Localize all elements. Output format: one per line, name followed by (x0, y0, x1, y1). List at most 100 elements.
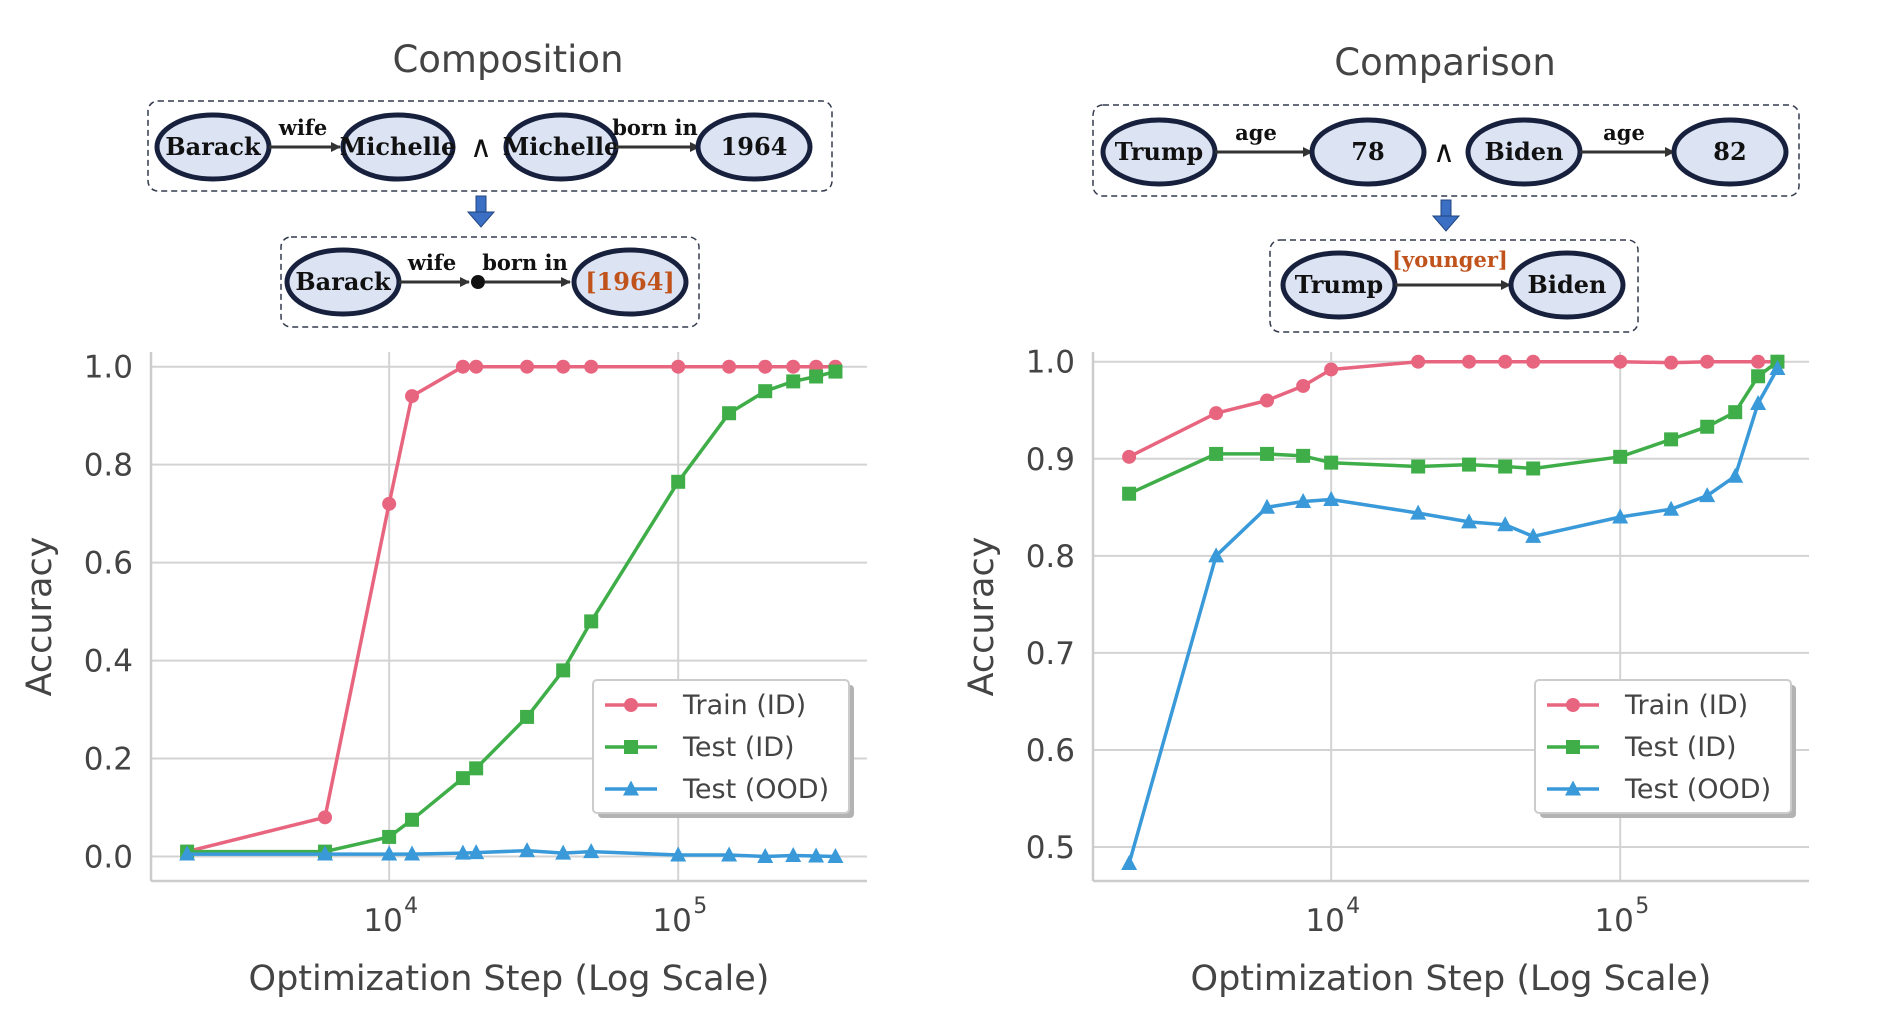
data-point (721, 846, 738, 862)
data-point (1323, 491, 1340, 507)
data-point (404, 845, 421, 861)
data-point (670, 846, 687, 862)
data-point (1525, 527, 1542, 543)
y-tick-label: 0.8 (1026, 539, 1075, 575)
series-line (1128, 360, 1779, 496)
data-point (1296, 448, 1311, 463)
series-test-ood (1121, 360, 1786, 871)
data-point (1260, 393, 1275, 408)
node-barack-label: Barack (165, 132, 262, 161)
edge-younger-label: [younger] (1392, 247, 1508, 272)
data-point (556, 663, 571, 678)
data-point (584, 614, 599, 629)
y-axis-label: Accuracy (20, 537, 60, 697)
data-point (454, 844, 471, 860)
x-tick-exponent: 5 (1635, 894, 1649, 919)
y-tick-label: 0.7 (1026, 636, 1075, 672)
down-arrow-icon (466, 195, 496, 228)
data-point (1208, 547, 1225, 563)
data-point (1700, 354, 1715, 369)
data-point (1121, 855, 1138, 871)
conjunction-symbol-2: ∧ (1433, 135, 1455, 170)
data-point (1296, 378, 1311, 393)
data-point (556, 359, 571, 374)
data-point (758, 359, 773, 374)
comparison-top-box (1092, 104, 1800, 197)
data-point (405, 389, 420, 404)
legend-label: Train (ID) (1624, 690, 1748, 721)
legend-box (1534, 679, 1792, 814)
edge-age-1-label: age (1235, 120, 1277, 145)
node-trump-2-label: Trump (1295, 270, 1383, 299)
data-point (722, 406, 737, 421)
data-point (809, 369, 824, 384)
edge-born-in-2-label: born in (482, 250, 568, 275)
data-point (1526, 461, 1541, 476)
data-point (786, 359, 801, 374)
x-tick-label: 10 (363, 903, 402, 939)
data-point (405, 812, 420, 827)
data-point (828, 364, 843, 379)
data-point (381, 845, 398, 861)
data-point (1411, 354, 1426, 369)
x-tick-exponent: 5 (693, 894, 707, 919)
node-82-label: 82 (1713, 137, 1746, 166)
node-michelle-2-label: Michelle (503, 132, 620, 161)
data-point (1664, 355, 1679, 370)
x-tick-label: 10 (652, 903, 691, 939)
data-point (1751, 354, 1766, 369)
data-point (785, 847, 802, 863)
data-point (1260, 446, 1275, 461)
data-point (520, 359, 535, 374)
data-point (1209, 406, 1224, 421)
data-point (1526, 354, 1541, 369)
data-point (1461, 513, 1478, 529)
composition-top-box (147, 100, 833, 192)
legend-marker (624, 740, 638, 754)
edge-wife-label: wife (278, 115, 327, 140)
y-tick-label: 0.6 (84, 546, 133, 582)
comparison-diagram: Comparison Trump age 78 ∧ Biden age 82 T… (1092, 41, 1800, 333)
legend-box (592, 679, 850, 814)
edge-wife-2-label: wife (407, 250, 456, 275)
x-tick-exponent: 4 (1346, 894, 1360, 919)
legend-label: Test (OOD) (682, 774, 829, 805)
data-point (382, 829, 397, 844)
data-point (1498, 354, 1513, 369)
node-michelle-1-label: Michelle (340, 132, 457, 161)
node-82 (1671, 117, 1789, 187)
data-point (1612, 508, 1629, 524)
data-point (1410, 504, 1427, 520)
series-train-id (180, 359, 843, 859)
data-point (1664, 432, 1679, 447)
y-tick-label: 0.6 (1026, 733, 1075, 769)
data-point (1411, 459, 1426, 474)
y-tick-label: 1.0 (1026, 345, 1075, 381)
legend-marker (623, 780, 639, 796)
data-point (1259, 498, 1276, 514)
node-trump-label: Trump (1115, 137, 1203, 166)
y-tick-label: 0.0 (84, 840, 133, 876)
x-tick-label: 10 (1305, 903, 1344, 939)
data-point (1462, 457, 1477, 472)
data-point (1613, 449, 1628, 464)
legend-marker (1565, 780, 1581, 796)
data-point (1751, 369, 1766, 384)
data-point (1497, 516, 1514, 532)
data-point (671, 359, 686, 374)
legend-marker (1566, 740, 1580, 754)
bridge-node-dot (471, 275, 485, 289)
data-point (455, 771, 470, 786)
data-point (1699, 487, 1716, 503)
data-point (520, 709, 535, 724)
data-point (1122, 486, 1137, 501)
data-point (1769, 360, 1786, 376)
data-point (722, 359, 737, 374)
data-point (1750, 394, 1767, 410)
data-point (468, 844, 485, 860)
data-point (469, 359, 484, 374)
comparison-bottom-box (1269, 239, 1639, 333)
data-point (1613, 354, 1628, 369)
series-test-ood (179, 842, 844, 864)
